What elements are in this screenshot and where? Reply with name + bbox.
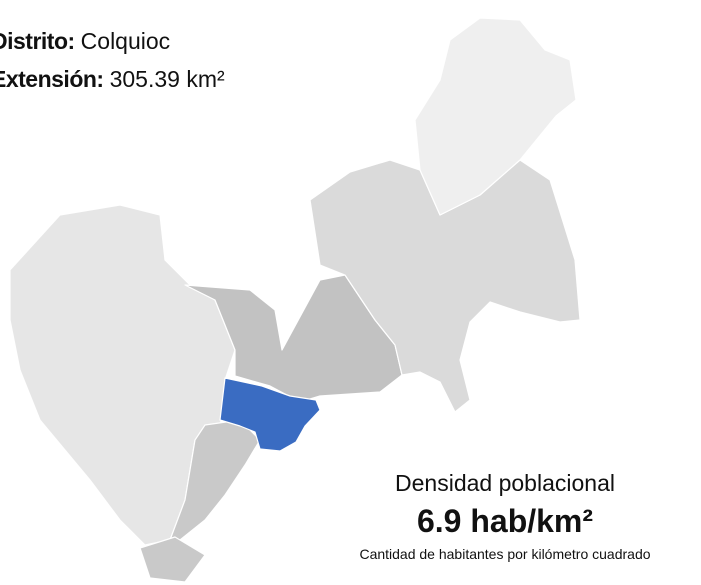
- density-value: 6.9 hab/km²: [416, 503, 594, 539]
- district-value: Colquioc: [80, 28, 171, 54]
- region: [414, 17, 577, 216]
- region: [139, 536, 206, 583]
- extension: Extensión: 305.39 km²: [0, 66, 225, 93]
- density: Densidad poblacional 6.9 hab/km² Cantida…: [310, 470, 700, 562]
- density-title: Densidad poblacional: [395, 470, 615, 496]
- extension-label: Extensión:: [0, 66, 104, 92]
- selected-region: [219, 377, 321, 452]
- district: Distrito:Colquioc: [0, 28, 170, 55]
- density-caption: Cantidad de habitantes por kilómetro cua…: [359, 546, 651, 562]
- district-label: Distrito:: [0, 28, 75, 54]
- extension-value: 305.39 km²: [109, 66, 225, 92]
